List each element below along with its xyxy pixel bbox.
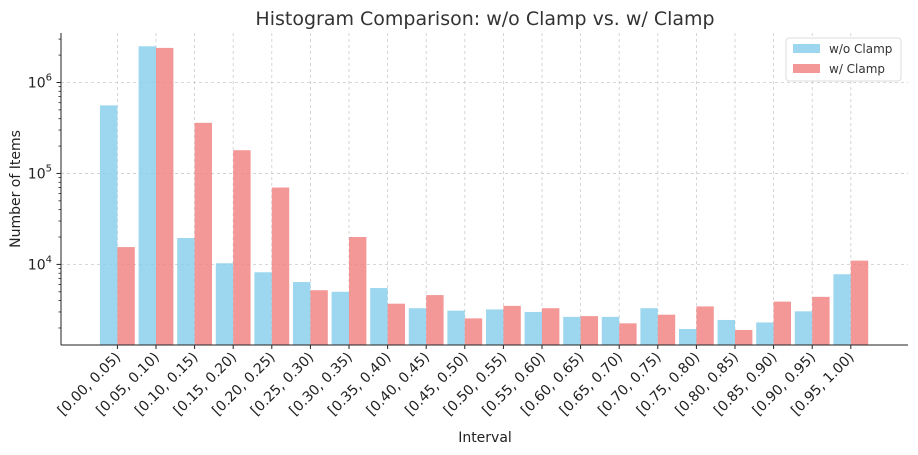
bar-without-clamp [254,272,272,345]
y-tick-base: 10 [28,75,46,91]
bar-with-clamp [464,318,483,345]
bar-with-clamp [542,308,560,345]
bar-with-clamp [619,323,637,345]
y-tick-label: 105 [28,163,52,182]
bar-with-clamp [735,330,753,345]
chart-title: Histogram Comparison: w/o Clamp vs. w/ C… [255,8,714,30]
bar-without-clamp [756,322,774,345]
legend-swatch [793,44,820,53]
bar-without-clamp [679,328,697,345]
bar-with-clamp [580,316,598,345]
bar-without-clamp [447,310,465,345]
bar-without-clamp [293,282,311,345]
bar-with-clamp [349,237,367,345]
y-tick-label: 106 [28,72,52,91]
bar-without-clamp [100,105,118,345]
legend-label: w/ Clamp [829,62,885,76]
y-tick-exponent: 6 [46,72,52,83]
axes [60,33,908,346]
bar-with-clamp [696,306,714,345]
bar-without-clamp [331,291,349,345]
bar-with-clamp [233,150,251,345]
bar-without-clamp [717,319,735,345]
y-tick-exponent: 5 [46,163,52,174]
legend-label: w/o Clamp [829,42,892,56]
bar-without-clamp [794,311,813,345]
bar-without-clamp [524,311,542,345]
x-axis-label: Interval [458,430,512,446]
bar-with-clamp [387,303,405,345]
bar-with-clamp [117,247,135,345]
bar-without-clamp [486,309,504,345]
bar-with-clamp [850,260,869,345]
y-tick-base: 10 [28,166,46,182]
bar-with-clamp [271,187,290,345]
bar-without-clamp [833,274,851,345]
bar-without-clamp [601,316,620,345]
legend: w/o Clamp w/ Clamp [785,37,902,82]
bar-with-clamp [426,295,444,345]
y-tick-base: 10 [28,257,46,273]
bar-with-clamp [773,301,791,345]
bar-without-clamp [640,308,658,345]
y-tick-exponent: 4 [46,254,52,265]
bar-with-clamp [657,314,676,345]
bars [100,46,869,346]
y-axis-label: Number of Items [8,130,24,248]
bar-without-clamp [563,316,581,345]
y-tick-label: 104 [28,254,52,273]
bar-with-clamp [503,305,521,345]
bar-without-clamp [138,46,156,346]
bar-with-clamp [310,290,328,345]
bar-without-clamp [370,288,388,345]
bar-without-clamp [177,238,195,345]
bar-without-clamp [215,263,234,345]
bar-with-clamp [156,47,174,346]
bar-with-clamp [812,296,830,345]
legend-swatch [793,64,820,73]
x-ticks: [0.00, 0.05)[0.05, 0.10)[0.10, 0.15)[0.1… [55,345,858,419]
bar-with-clamp [194,122,212,345]
bar-without-clamp [408,308,427,345]
